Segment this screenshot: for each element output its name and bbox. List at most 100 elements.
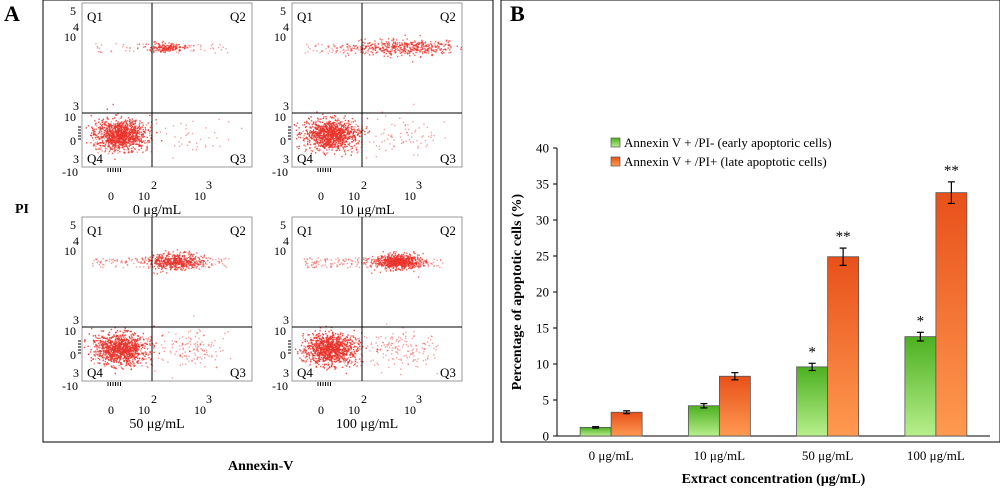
- flow-dot: [120, 143, 122, 146]
- flow-dot: [325, 126, 328, 128]
- flow-dot: [146, 147, 148, 149]
- flow-dot: [115, 349, 117, 351]
- flow-dot: [126, 353, 128, 355]
- flow-dot: [350, 148, 352, 150]
- flow-dot: [145, 342, 148, 344]
- flow-dot: [179, 253, 181, 255]
- flow-dot: [156, 263, 159, 265]
- flow-dot: [121, 339, 123, 341]
- flow-dot: [86, 142, 88, 144]
- flow-dot: [124, 137, 126, 139]
- flow-dot: [374, 49, 377, 51]
- flow-dot: [125, 346, 127, 348]
- flow-dot: [136, 349, 139, 351]
- flow-dot: [136, 361, 138, 363]
- flow-dot: [332, 43, 335, 45]
- flow-dot: [436, 45, 439, 47]
- flow-dot: [204, 266, 207, 268]
- flow-dot: [171, 263, 173, 266]
- flow-dot: [456, 45, 458, 47]
- flow-dot: [335, 125, 338, 128]
- flow-dot: [226, 52, 229, 54]
- flow-dot: [165, 48, 168, 51]
- quadrant-label-q2: Q2: [440, 9, 456, 24]
- flow-dot: [125, 343, 127, 345]
- flow-dot: [183, 254, 185, 257]
- flow-dot: [133, 365, 135, 368]
- flow-dot: [180, 257, 182, 259]
- flow-dot: [137, 362, 139, 364]
- flow-dot: [139, 266, 141, 268]
- flow-dot: [188, 260, 191, 262]
- flow-dot: [187, 342, 189, 345]
- flow-dot: [126, 120, 129, 122]
- flow-dot: [140, 261, 142, 263]
- flow-dot: [182, 265, 184, 267]
- flow-dot: [383, 128, 386, 131]
- flow-dot: [435, 48, 437, 51]
- flow-dot: [130, 350, 133, 352]
- flow-dot: [404, 45, 406, 47]
- flow-dot: [340, 125, 343, 127]
- flow-dot: [183, 46, 185, 49]
- flow-dot: [194, 362, 196, 365]
- flow-dot: [118, 345, 120, 347]
- flow-dot: [129, 122, 131, 124]
- flow-dot: [381, 42, 384, 45]
- flow-dot: [125, 122, 128, 124]
- flow-dot: [117, 132, 120, 134]
- flow-dot: [383, 49, 385, 51]
- flow-dot: [175, 269, 177, 271]
- flow-dot: [111, 352, 114, 354]
- flow-dot: [105, 340, 107, 342]
- flow-dot: [172, 261, 175, 264]
- flow-dot: [423, 50, 426, 53]
- flow-dot: [357, 143, 359, 145]
- flow-dot: [106, 355, 108, 357]
- flow-dot: [374, 44, 376, 46]
- flow-dot: [182, 347, 184, 349]
- flow-dot: [373, 45, 376, 47]
- flow-dot: [190, 258, 193, 260]
- flow-dot: [174, 136, 176, 138]
- flow-dot: [159, 264, 162, 266]
- flow-dot: [329, 135, 331, 138]
- flow-dot: [418, 127, 420, 129]
- flow-dot: [144, 343, 146, 345]
- flow-dot: [119, 336, 122, 338]
- flow-dot: [141, 122, 143, 124]
- flow-dot: [342, 148, 345, 150]
- flow-dot: [106, 133, 108, 135]
- flow-dot: [422, 135, 424, 137]
- flow-dot: [210, 263, 213, 265]
- flow-dot: [107, 152, 110, 155]
- flow-dot: [171, 49, 174, 51]
- flow-dot: [153, 344, 156, 347]
- flow-dot: [100, 125, 103, 127]
- flow-dot: [402, 141, 405, 143]
- flow-dot: [334, 144, 337, 146]
- flow-dot: [91, 126, 93, 128]
- flow-dot: [343, 136, 345, 139]
- flow-dot: [328, 120, 330, 122]
- flow-dot: [140, 147, 143, 149]
- flow-dot: [149, 351, 151, 354]
- flow-dot: [317, 126, 319, 129]
- flow-dot: [134, 257, 137, 260]
- flow-dot: [357, 48, 359, 51]
- flow-dot: [162, 259, 165, 262]
- flow-dot: [439, 49, 441, 51]
- flow-dot: [133, 262, 135, 265]
- flow-dot: [127, 147, 129, 149]
- flow-dot: [149, 336, 152, 338]
- x-tick-zero: 0: [108, 189, 114, 203]
- flow-dot: [340, 47, 342, 49]
- flow-dot: [367, 42, 369, 44]
- flow-dot: [117, 339, 120, 342]
- flow-dot: [393, 42, 395, 44]
- flow-dot: [96, 337, 98, 339]
- flow-dot: [118, 361, 120, 364]
- flow-dot: [124, 144, 126, 146]
- flow-dot: [311, 343, 313, 346]
- flow-dot: [126, 354, 128, 357]
